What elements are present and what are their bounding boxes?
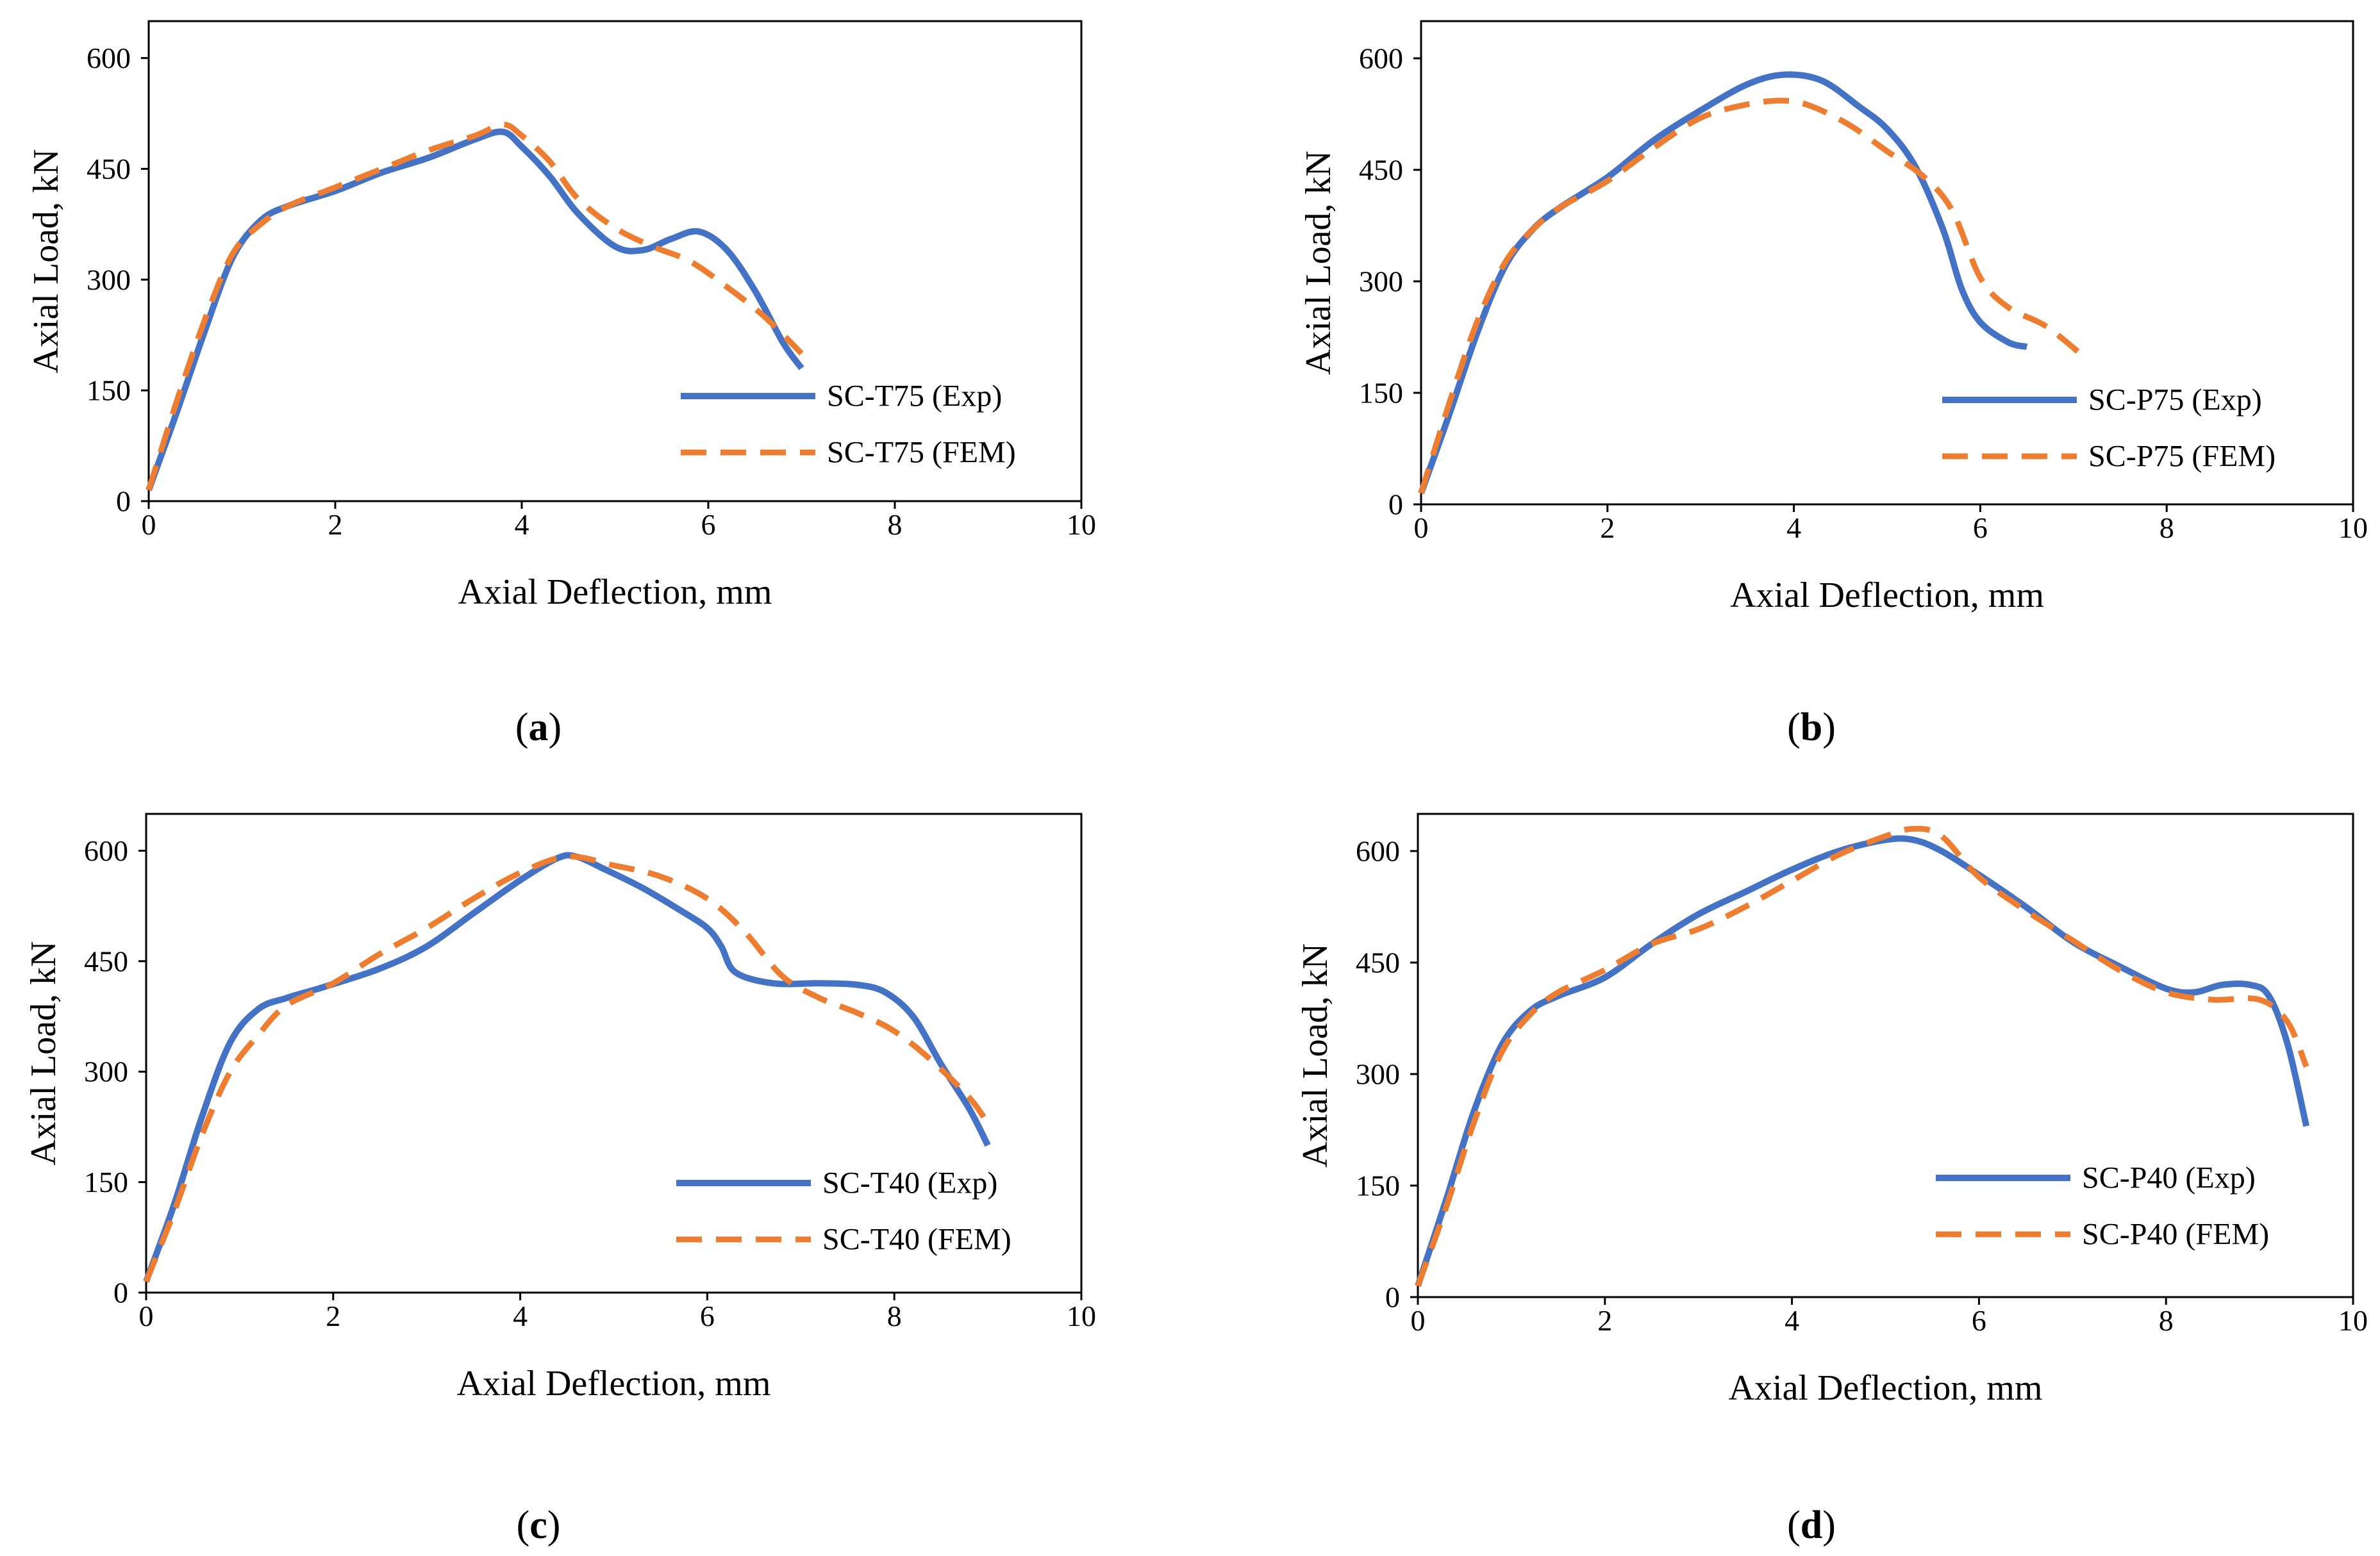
chart-panel-c: 0 150 300 450 600 0 2 4 6 8 10 Axial Deflection, mm… xyxy=(24,813,1096,1547)
x-tick-label: 6 xyxy=(1972,1304,1986,1337)
x-tick-label: 4 xyxy=(515,508,529,541)
x-tick-label: 10 xyxy=(1067,1300,1096,1332)
y-axis-title: Axial Load, kN xyxy=(1299,151,1338,375)
x-tick-label: 6 xyxy=(701,508,716,541)
legend: SC-P75 (Exp) SC-P75 (FEM) xyxy=(1942,383,2276,474)
x-tick-label: 0 xyxy=(1411,1304,1426,1337)
x-tick-label: 4 xyxy=(1785,1304,1799,1337)
x-tick-label: 4 xyxy=(513,1300,528,1332)
y-tick-label: 600 xyxy=(87,42,131,74)
legend: SC-P40 (Exp) SC-P40 (FEM) xyxy=(1936,1161,2269,1252)
y-tick-label: 300 xyxy=(87,263,131,296)
plot-area-frame xyxy=(147,20,1083,502)
legend-label: SC-P40 (FEM) xyxy=(2082,1218,2269,1252)
y-tick-label: 0 xyxy=(113,1277,128,1309)
plot-area-frame xyxy=(145,813,1083,1294)
y-tick-label: 300 xyxy=(84,1055,128,1088)
y-tick-label: 0 xyxy=(1385,1281,1400,1314)
y-axis-title: Axial Load, kN xyxy=(1295,943,1335,1168)
y-tick-label: 150 xyxy=(1356,1170,1400,1202)
x-axis-title: Axial Deflection, mm xyxy=(1729,1368,2043,1408)
x-tick-label: 8 xyxy=(887,1300,902,1332)
x-axis-title: Axial Deflection, mm xyxy=(457,1364,771,1403)
y-tick-label: 450 xyxy=(1356,947,1400,979)
x-tick-label: 0 xyxy=(1414,511,1429,544)
series-fem-line xyxy=(146,121,804,492)
chart-panel-d: 0 150 300 450 600 0 2 4 6 8 10 Axial Deflection, mm… xyxy=(1295,813,2368,1547)
legend: SC-T40 (Exp) SC-T40 (FEM) xyxy=(676,1166,1011,1257)
legend-label: SC-P75 (FEM) xyxy=(2088,440,2276,474)
series-fem-line xyxy=(1415,825,2309,1287)
y-tick-label: 150 xyxy=(87,374,131,407)
y-tick-label: 300 xyxy=(1359,265,1403,298)
x-tick-label: 10 xyxy=(2338,511,2368,544)
legend-label: SC-T75 (Exp) xyxy=(827,379,1002,413)
x-tick-label: 6 xyxy=(700,1300,715,1332)
legend-label: SC-T40 (FEM) xyxy=(822,1223,1011,1257)
legend-label: SC-T75 (FEM) xyxy=(827,436,1016,470)
legend-label: SC-P75 (Exp) xyxy=(2088,383,2262,417)
x-tick-label: 2 xyxy=(1597,1304,1612,1337)
x-tick-label: 2 xyxy=(1600,511,1615,544)
x-tick-label: 6 xyxy=(1973,511,1988,544)
legend-label: SC-P40 (Exp) xyxy=(2082,1161,2256,1195)
y-tick-label: 450 xyxy=(1359,154,1403,186)
x-tick-label: 4 xyxy=(1786,511,1801,544)
x-axis-title: Axial Deflection, mm xyxy=(1730,575,2044,615)
panel-caption: (d) xyxy=(1787,1503,1836,1547)
series-exp-line xyxy=(146,128,804,492)
x-tick-label: 0 xyxy=(142,508,156,541)
x-tick-label: 2 xyxy=(326,1300,340,1332)
plot-area-frame xyxy=(1417,813,2354,1298)
y-axis-title: Axial Load, kN xyxy=(26,149,66,374)
legend: SC-T75 (Exp) SC-T75 (FEM) xyxy=(681,379,1016,470)
y-axis-title: Axial Load, kN xyxy=(24,941,63,1166)
x-tick-label: 0 xyxy=(139,1300,154,1332)
plot-area-frame xyxy=(1420,20,2354,506)
x-tick-label: 8 xyxy=(2159,511,2174,544)
y-tick-label: 0 xyxy=(1388,488,1403,521)
y-tick-label: 450 xyxy=(84,945,128,977)
panel-caption: (c) xyxy=(517,1503,561,1547)
x-axis-title: Axial Deflection, mm xyxy=(458,572,772,612)
x-tick-label: 8 xyxy=(2159,1304,2174,1337)
x-tick-label: 2 xyxy=(328,508,343,541)
series-fem-line xyxy=(143,853,990,1283)
y-tick-label: 600 xyxy=(1356,835,1400,868)
panel-caption: (b) xyxy=(1787,706,1836,749)
y-tick-label: 600 xyxy=(84,834,128,867)
panel-caption: (a) xyxy=(515,706,562,749)
y-tick-label: 300 xyxy=(1356,1058,1400,1091)
y-tick-label: 0 xyxy=(116,485,131,518)
chart-panel-a: 0 150 300 450 600 0 2 4 6 8 10 Axial Deflection, mm… xyxy=(26,20,1096,749)
series-fem-line xyxy=(1418,97,2085,494)
series-exp-line xyxy=(1415,835,2309,1287)
x-tick-label: 10 xyxy=(2338,1304,2368,1337)
y-tick-label: 150 xyxy=(84,1166,128,1198)
y-tick-label: 150 xyxy=(1359,377,1403,410)
x-tick-label: 10 xyxy=(1067,508,1096,541)
legend-label: SC-T40 (Exp) xyxy=(822,1166,997,1200)
chart-panel-b: 0 150 300 450 600 0 2 4 6 8 10 Axial Deflection, mm… xyxy=(1299,20,2368,749)
y-tick-label: 450 xyxy=(87,153,131,185)
y-tick-label: 600 xyxy=(1359,42,1403,75)
x-tick-label: 8 xyxy=(888,508,903,541)
